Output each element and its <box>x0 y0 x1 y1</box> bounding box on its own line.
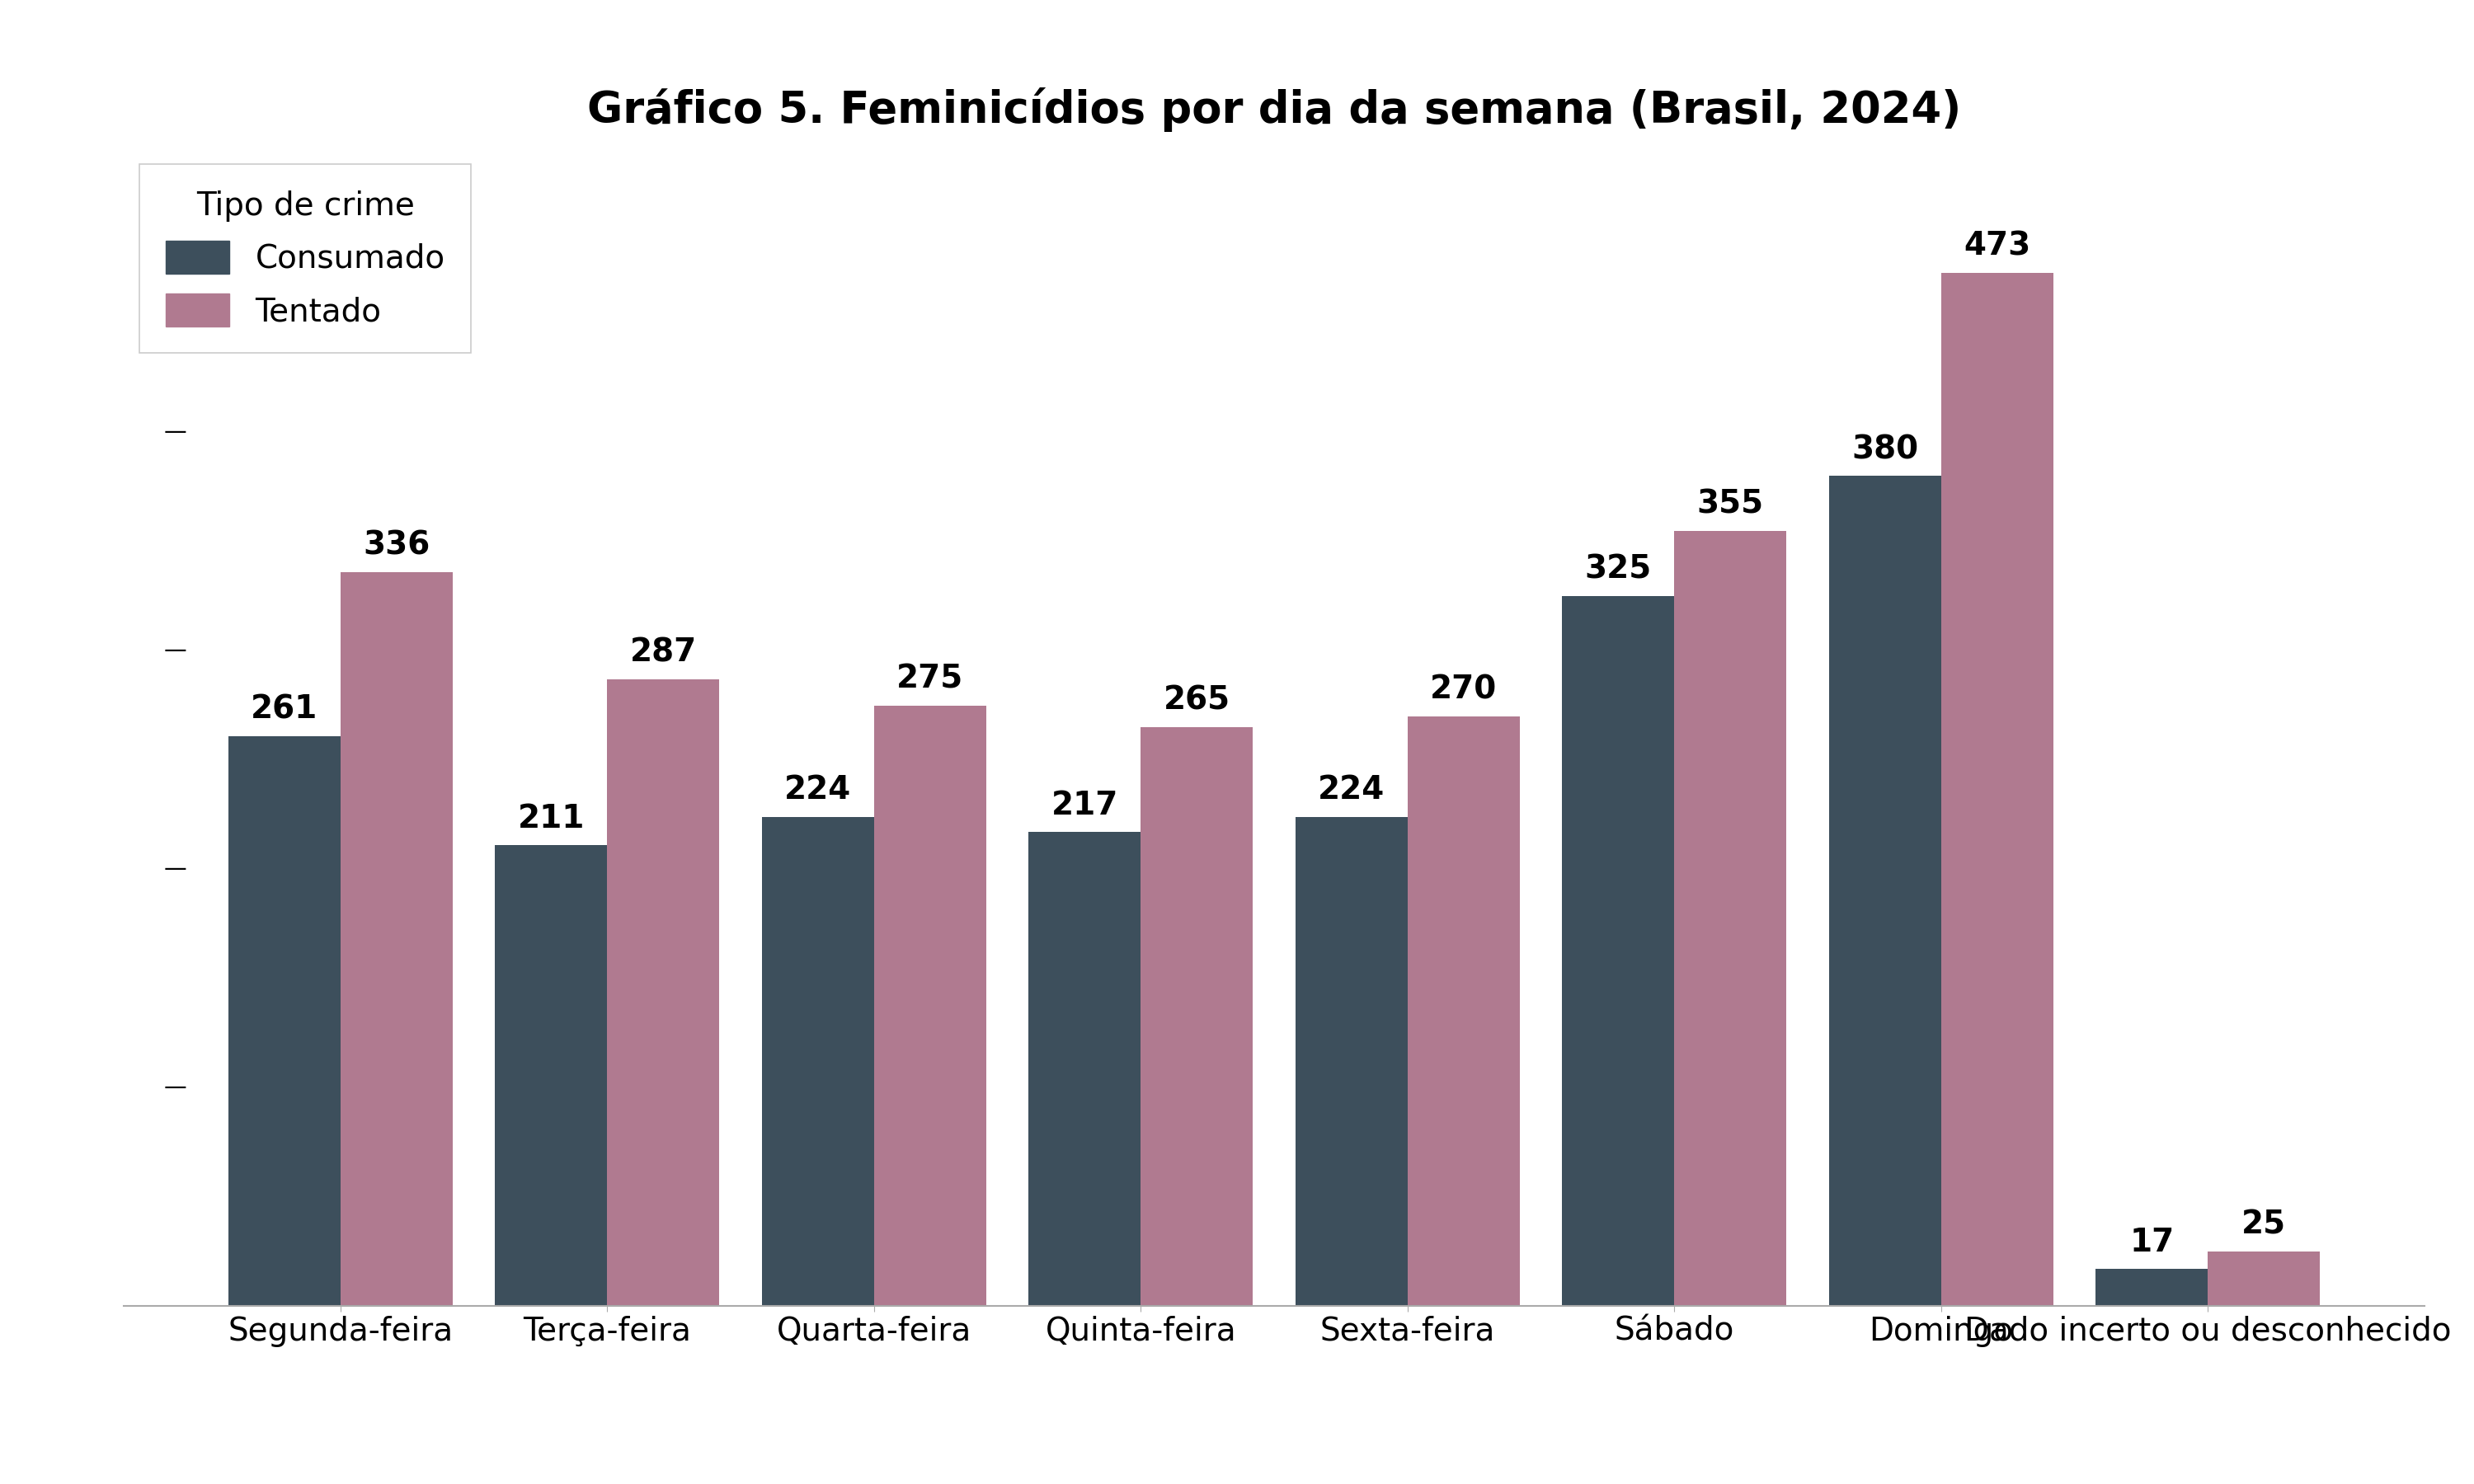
Bar <box>2207 1251 2321 1306</box>
Bar <box>762 816 873 1306</box>
Text: —: — <box>163 1076 186 1100</box>
Text: —: — <box>163 858 186 880</box>
Bar <box>495 844 606 1306</box>
Text: 355: 355 <box>1697 488 1764 519</box>
Bar <box>1828 476 1942 1306</box>
Text: 265: 265 <box>1163 686 1230 717</box>
Text: 336: 336 <box>364 530 430 561</box>
Bar <box>1029 833 1141 1306</box>
Text: —: — <box>163 421 186 444</box>
Bar <box>228 736 341 1306</box>
Bar <box>1561 597 1675 1306</box>
Text: 287: 287 <box>631 637 698 668</box>
Title: Gráfico 5. Feminicídios por dia da semana (Brasil, 2024): Gráfico 5. Feminicídios por dia da seman… <box>586 88 1962 132</box>
Text: 261: 261 <box>250 693 317 726</box>
Bar <box>1296 816 1408 1306</box>
Text: —: — <box>163 640 186 662</box>
Text: 275: 275 <box>896 663 962 695</box>
Bar <box>1942 273 2053 1306</box>
Text: 217: 217 <box>1051 789 1118 821</box>
Text: 224: 224 <box>784 775 851 806</box>
Text: 473: 473 <box>1964 230 2031 263</box>
Text: 224: 224 <box>1319 775 1385 806</box>
Bar <box>1141 727 1252 1306</box>
Bar <box>1408 717 1519 1306</box>
Text: 17: 17 <box>2130 1227 2175 1258</box>
Text: 380: 380 <box>1851 433 1917 464</box>
Text: 325: 325 <box>1586 554 1653 585</box>
Bar <box>606 680 720 1306</box>
Bar <box>341 573 453 1306</box>
Text: 211: 211 <box>517 803 584 834</box>
Bar <box>1675 531 1786 1306</box>
Bar <box>873 705 987 1306</box>
Text: 270: 270 <box>1430 674 1497 705</box>
Legend: Consumado, Tentado: Consumado, Tentado <box>139 165 470 353</box>
Text: 25: 25 <box>2241 1209 2286 1241</box>
Bar <box>2095 1269 2207 1306</box>
